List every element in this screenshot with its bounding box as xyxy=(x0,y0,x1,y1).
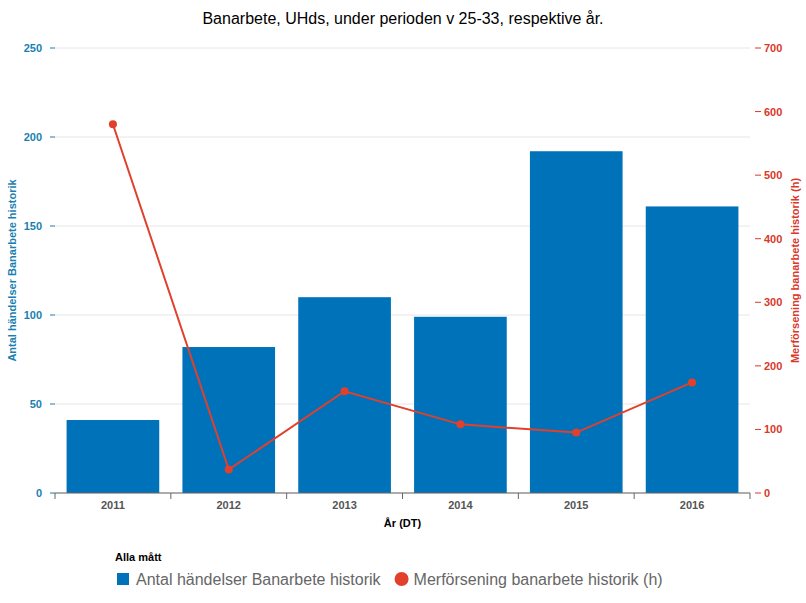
y2-tick xyxy=(755,48,761,49)
y2-tick-label: 200 xyxy=(764,360,782,372)
x-tick-label: 2016 xyxy=(680,499,704,511)
marker xyxy=(688,378,696,386)
bar xyxy=(182,347,275,493)
marker xyxy=(572,429,580,437)
marker xyxy=(456,420,464,428)
bar xyxy=(67,420,160,493)
x-tick-label: 2015 xyxy=(564,499,588,511)
x-tick xyxy=(518,493,519,499)
x-tick xyxy=(634,493,635,499)
legend-title: Alla mått xyxy=(115,551,162,563)
y2-tick-label: 600 xyxy=(764,106,782,118)
grid-line xyxy=(55,48,750,49)
y-tick xyxy=(50,226,55,227)
y-tick-label: 200 xyxy=(24,131,42,143)
x-tick xyxy=(170,493,171,499)
y-tick-label: 250 xyxy=(24,42,42,54)
y-tick-label: 0 xyxy=(36,487,42,499)
y-tick xyxy=(50,137,55,138)
y2-axis-label: Merförsening banarbete historik (h) xyxy=(789,178,801,364)
chart: Banarbete, UHds, under perioden v 25-33,… xyxy=(0,0,806,603)
y2-tick-label: 400 xyxy=(764,233,782,245)
y-tick-label: 100 xyxy=(24,309,42,321)
x-tick xyxy=(402,493,403,499)
marker xyxy=(341,387,349,395)
x-tick xyxy=(286,493,287,499)
legend-label: Antal händelser Banarbete historik xyxy=(136,571,382,588)
y2-tick-label: 300 xyxy=(764,296,782,308)
y2-tick xyxy=(755,302,761,303)
y2-tick-label: 500 xyxy=(764,169,782,181)
marks xyxy=(67,120,739,493)
bar xyxy=(530,151,623,493)
y-tick-label: 150 xyxy=(24,220,42,232)
y-axis-label: Antal händelser Banarbete historik xyxy=(6,179,18,362)
y2-tick xyxy=(755,429,761,430)
x-tick-label: 2014 xyxy=(448,499,473,511)
legend-label: Merförsening banarbete historik (h) xyxy=(414,571,663,588)
bar xyxy=(646,206,739,493)
marker xyxy=(109,120,117,128)
x-axis-label: År (DT) xyxy=(384,517,422,529)
y2-tick-label: 0 xyxy=(764,487,770,499)
y2-tick xyxy=(755,175,761,176)
x-tick xyxy=(750,493,751,499)
y2-tick xyxy=(755,493,761,494)
y2-tick-label: 700 xyxy=(764,42,782,54)
legend-swatch xyxy=(117,573,129,585)
x-tick-label: 2013 xyxy=(332,499,356,511)
x-tick-label: 2012 xyxy=(217,499,241,511)
x-tick xyxy=(55,493,56,499)
title: Banarbete, UHds, under perioden v 25-33,… xyxy=(202,10,603,27)
y-tick xyxy=(50,48,55,49)
y2-tick xyxy=(755,111,761,112)
y2-tick xyxy=(755,238,761,239)
line xyxy=(113,124,692,469)
bar xyxy=(414,317,507,493)
grid-line xyxy=(55,137,750,138)
y-tick xyxy=(50,493,55,494)
y-tick xyxy=(50,315,55,316)
y-tick xyxy=(50,404,55,405)
bar xyxy=(298,297,391,493)
y2-tick xyxy=(755,365,761,366)
y2-tick-label: 100 xyxy=(764,423,782,435)
x-tick-label: 2011 xyxy=(101,499,125,511)
legend-swatch xyxy=(395,572,409,586)
y-tick-label: 50 xyxy=(30,398,42,410)
marker xyxy=(225,465,233,473)
